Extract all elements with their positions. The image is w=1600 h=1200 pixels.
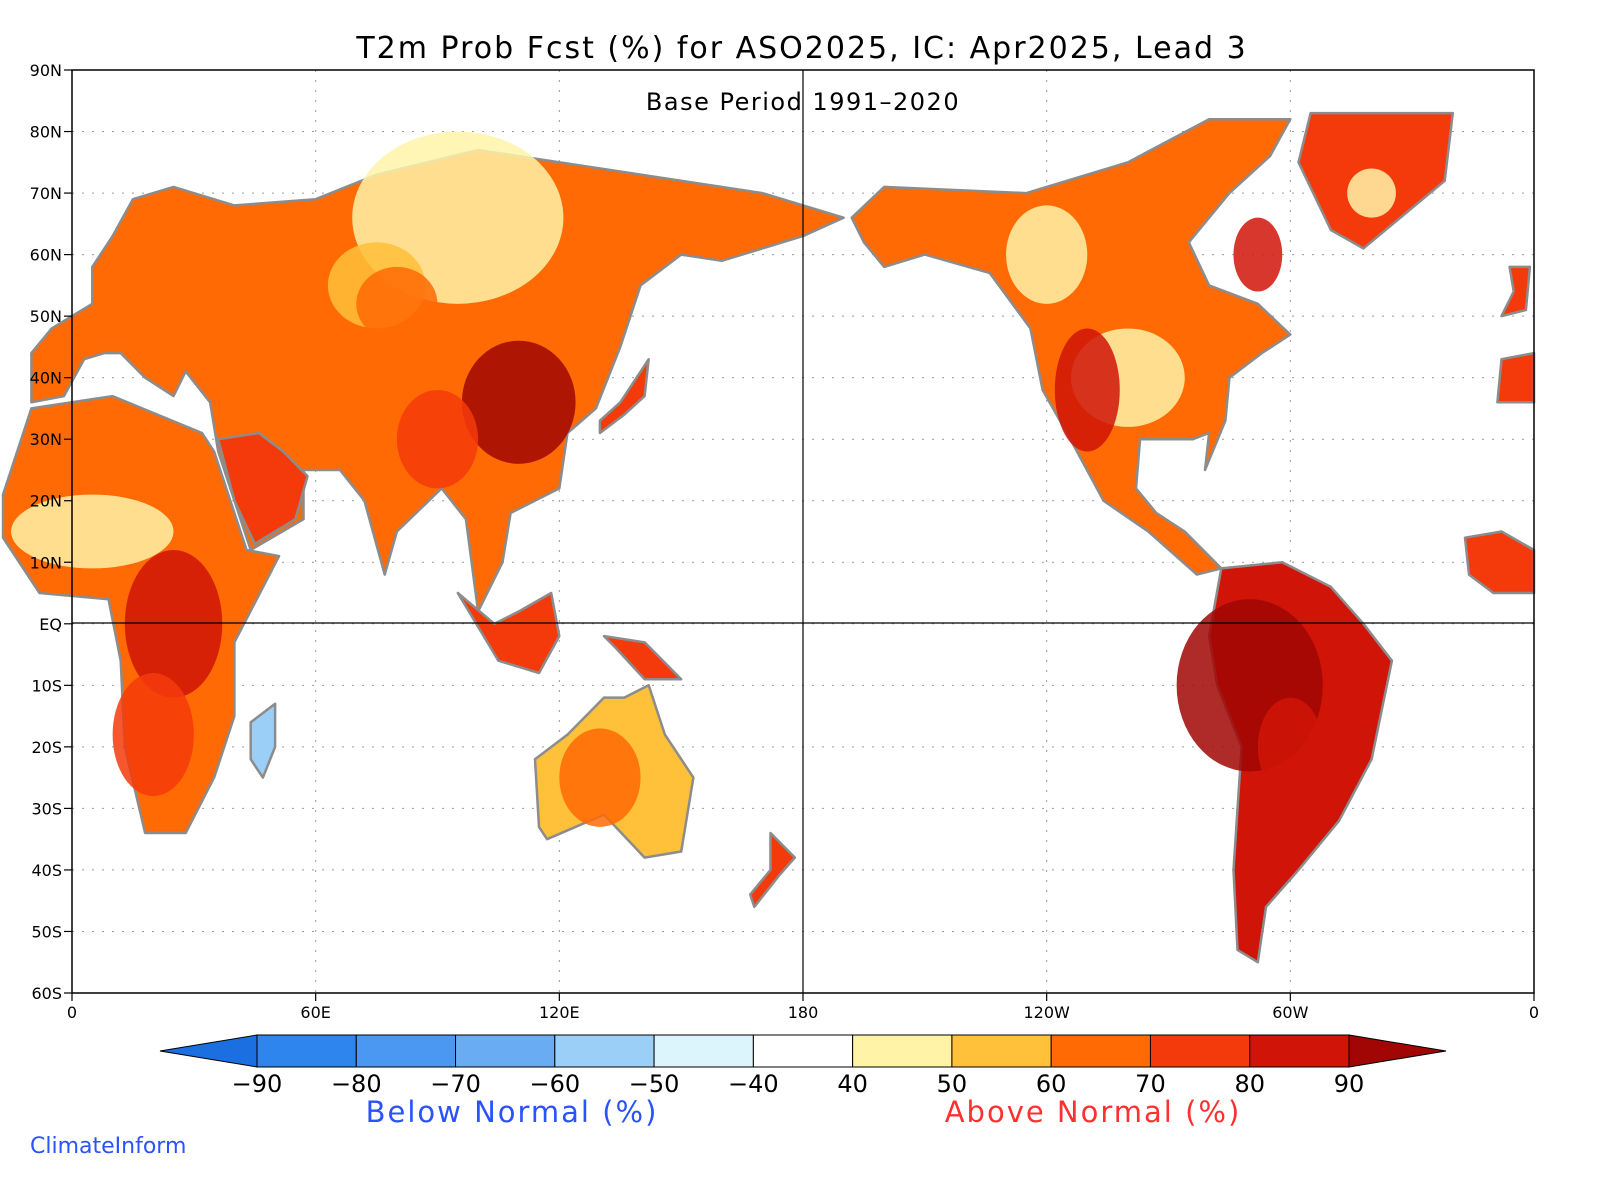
anomaly-patch <box>1006 205 1088 304</box>
lat-tick-label: 80N <box>30 123 62 142</box>
colorbar-tick-label: 90 <box>1334 1070 1365 1098</box>
anomaly-patch <box>1054 328 1120 452</box>
landmass-indonesia <box>456 591 561 675</box>
colorbar-tick-label: −90 <box>232 1070 283 1098</box>
lat-tick-label: 60S <box>31 984 62 1003</box>
landmass-arabia-india-center <box>216 431 309 546</box>
colorbar-box <box>1149 1034 1251 1068</box>
lat-tick-label: 40N <box>30 369 62 388</box>
colorbar-right-arrow <box>1348 1034 1447 1068</box>
colorbar-box <box>852 1034 953 1068</box>
lat-tick-label: 50N <box>30 307 62 326</box>
colorbar-tick-label: 60 <box>1036 1070 1067 1098</box>
anomaly-patch <box>396 389 479 489</box>
landmass-madagascar <box>249 702 277 779</box>
lat-tick-label: 70N <box>30 184 62 203</box>
colorbar-box <box>653 1034 754 1068</box>
lat-tick-label: 20S <box>31 738 62 757</box>
lat-tick-label: 20N <box>30 492 62 511</box>
base-period-label: Base Period 1991–2020 <box>646 88 960 116</box>
anomaly-patch <box>356 266 438 341</box>
lat-tick-label: 50S <box>31 922 62 941</box>
anomaly-patch <box>11 494 174 569</box>
lon-tick-label: 180 <box>788 1003 819 1022</box>
colorbar-box <box>554 1034 655 1068</box>
colorbar: −90 −80 −70 −60 −50 −40 40 50 60 70 80 90 <box>159 1034 1447 1098</box>
colorbar-tick-label: −40 <box>728 1070 779 1098</box>
colorbar-box <box>256 1034 357 1068</box>
landmass-japan <box>598 357 650 435</box>
anomaly-patch <box>559 728 641 827</box>
above-normal-label: Above Normal (%) <box>945 1095 1242 1129</box>
colorbar-tick-label: 80 <box>1234 1070 1265 1098</box>
lat-tick-label: 90N <box>30 61 62 80</box>
landmasses <box>1 111 1536 964</box>
colorbar-tick-label: 50 <box>937 1070 968 1098</box>
lat-tick-label: 40S <box>31 861 62 880</box>
colorbar-tick-label: 40 <box>837 1070 868 1098</box>
lat-tick-label: EQ <box>39 615 62 634</box>
lon-tick-label: 60W <box>1272 1003 1308 1022</box>
colorbar-tick-label: 70 <box>1135 1070 1166 1098</box>
anomaly-patch <box>1257 697 1323 797</box>
colorbar-tick-label: −50 <box>629 1070 680 1098</box>
colorbar-tick-label: −80 <box>331 1070 382 1098</box>
lon-tick-label: 0 <box>1529 1003 1539 1022</box>
lon-tick-label: 60E <box>300 1003 330 1022</box>
lon-tick-label: 120E <box>539 1003 580 1022</box>
anomaly-patch <box>1347 168 1396 218</box>
landmass-uk <box>1500 265 1532 318</box>
lat-tick-label: 30S <box>31 799 62 818</box>
lon-tick-label: 120W <box>1023 1003 1070 1022</box>
below-normal-label: Below Normal (%) <box>366 1095 659 1129</box>
anomaly-patch <box>112 673 194 797</box>
colorbar-box <box>355 1034 457 1068</box>
lat-tick-label: 10S <box>31 676 62 695</box>
lon-tick-label: 0 <box>67 1003 77 1022</box>
landmass-new-zealand <box>748 831 797 909</box>
longitude-axis: 0 60E 120E 180 120W 60W 0 <box>67 993 1539 1022</box>
anomaly-patch <box>124 549 223 698</box>
map-panel: Base Period 1991–2020 <box>1 69 1536 994</box>
landmass-iberia-nafrica-east <box>1496 351 1536 404</box>
colorbar-tick-label: −70 <box>430 1070 481 1098</box>
colorbar-box <box>1249 1034 1350 1068</box>
figure-title: T2m Prob Fcst (%) for ASO2025, IC: Apr20… <box>355 31 1247 66</box>
landmass-new-guinea <box>602 634 683 681</box>
credit-label: ClimateInform <box>30 1134 186 1159</box>
anomaly-patch <box>461 340 576 464</box>
anomaly-patch <box>1233 217 1283 292</box>
latitude-axis: 90N 80N 70N 60N 50N 40N 30N 20N 10N EQ 10S 20S 30S 40… <box>30 61 72 1003</box>
colorbar-box <box>951 1034 1052 1068</box>
lat-tick-label: 60N <box>30 246 62 265</box>
colorbar-box <box>455 1034 556 1068</box>
colorbar-left-arrow <box>159 1034 258 1068</box>
colorbar-box <box>752 1034 854 1068</box>
lat-tick-label: 10N <box>30 553 62 572</box>
colorbar-box <box>1050 1034 1151 1068</box>
lat-tick-label: 30N <box>30 430 62 449</box>
colorbar-tick-label: −60 <box>529 1070 580 1098</box>
